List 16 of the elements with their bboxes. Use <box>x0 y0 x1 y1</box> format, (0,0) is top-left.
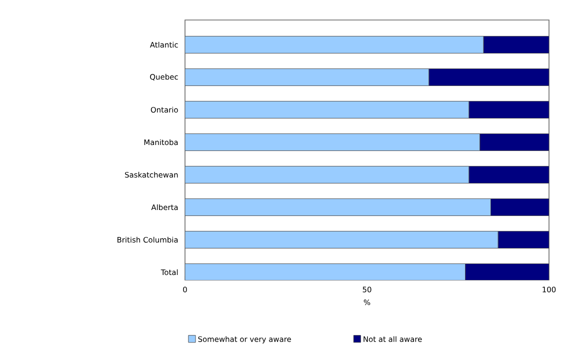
bar <box>468 100 550 118</box>
bar <box>498 230 550 248</box>
bar <box>480 133 550 151</box>
bar <box>465 263 550 280</box>
bar <box>185 166 470 184</box>
bar <box>428 68 550 86</box>
bar <box>185 100 470 118</box>
bar <box>185 133 480 151</box>
bar <box>483 36 550 54</box>
bar <box>185 263 466 280</box>
bar <box>185 230 498 248</box>
bar <box>468 166 550 184</box>
bar <box>185 68 430 86</box>
bar <box>490 198 550 216</box>
bar <box>185 36 484 54</box>
bar <box>185 198 492 216</box>
